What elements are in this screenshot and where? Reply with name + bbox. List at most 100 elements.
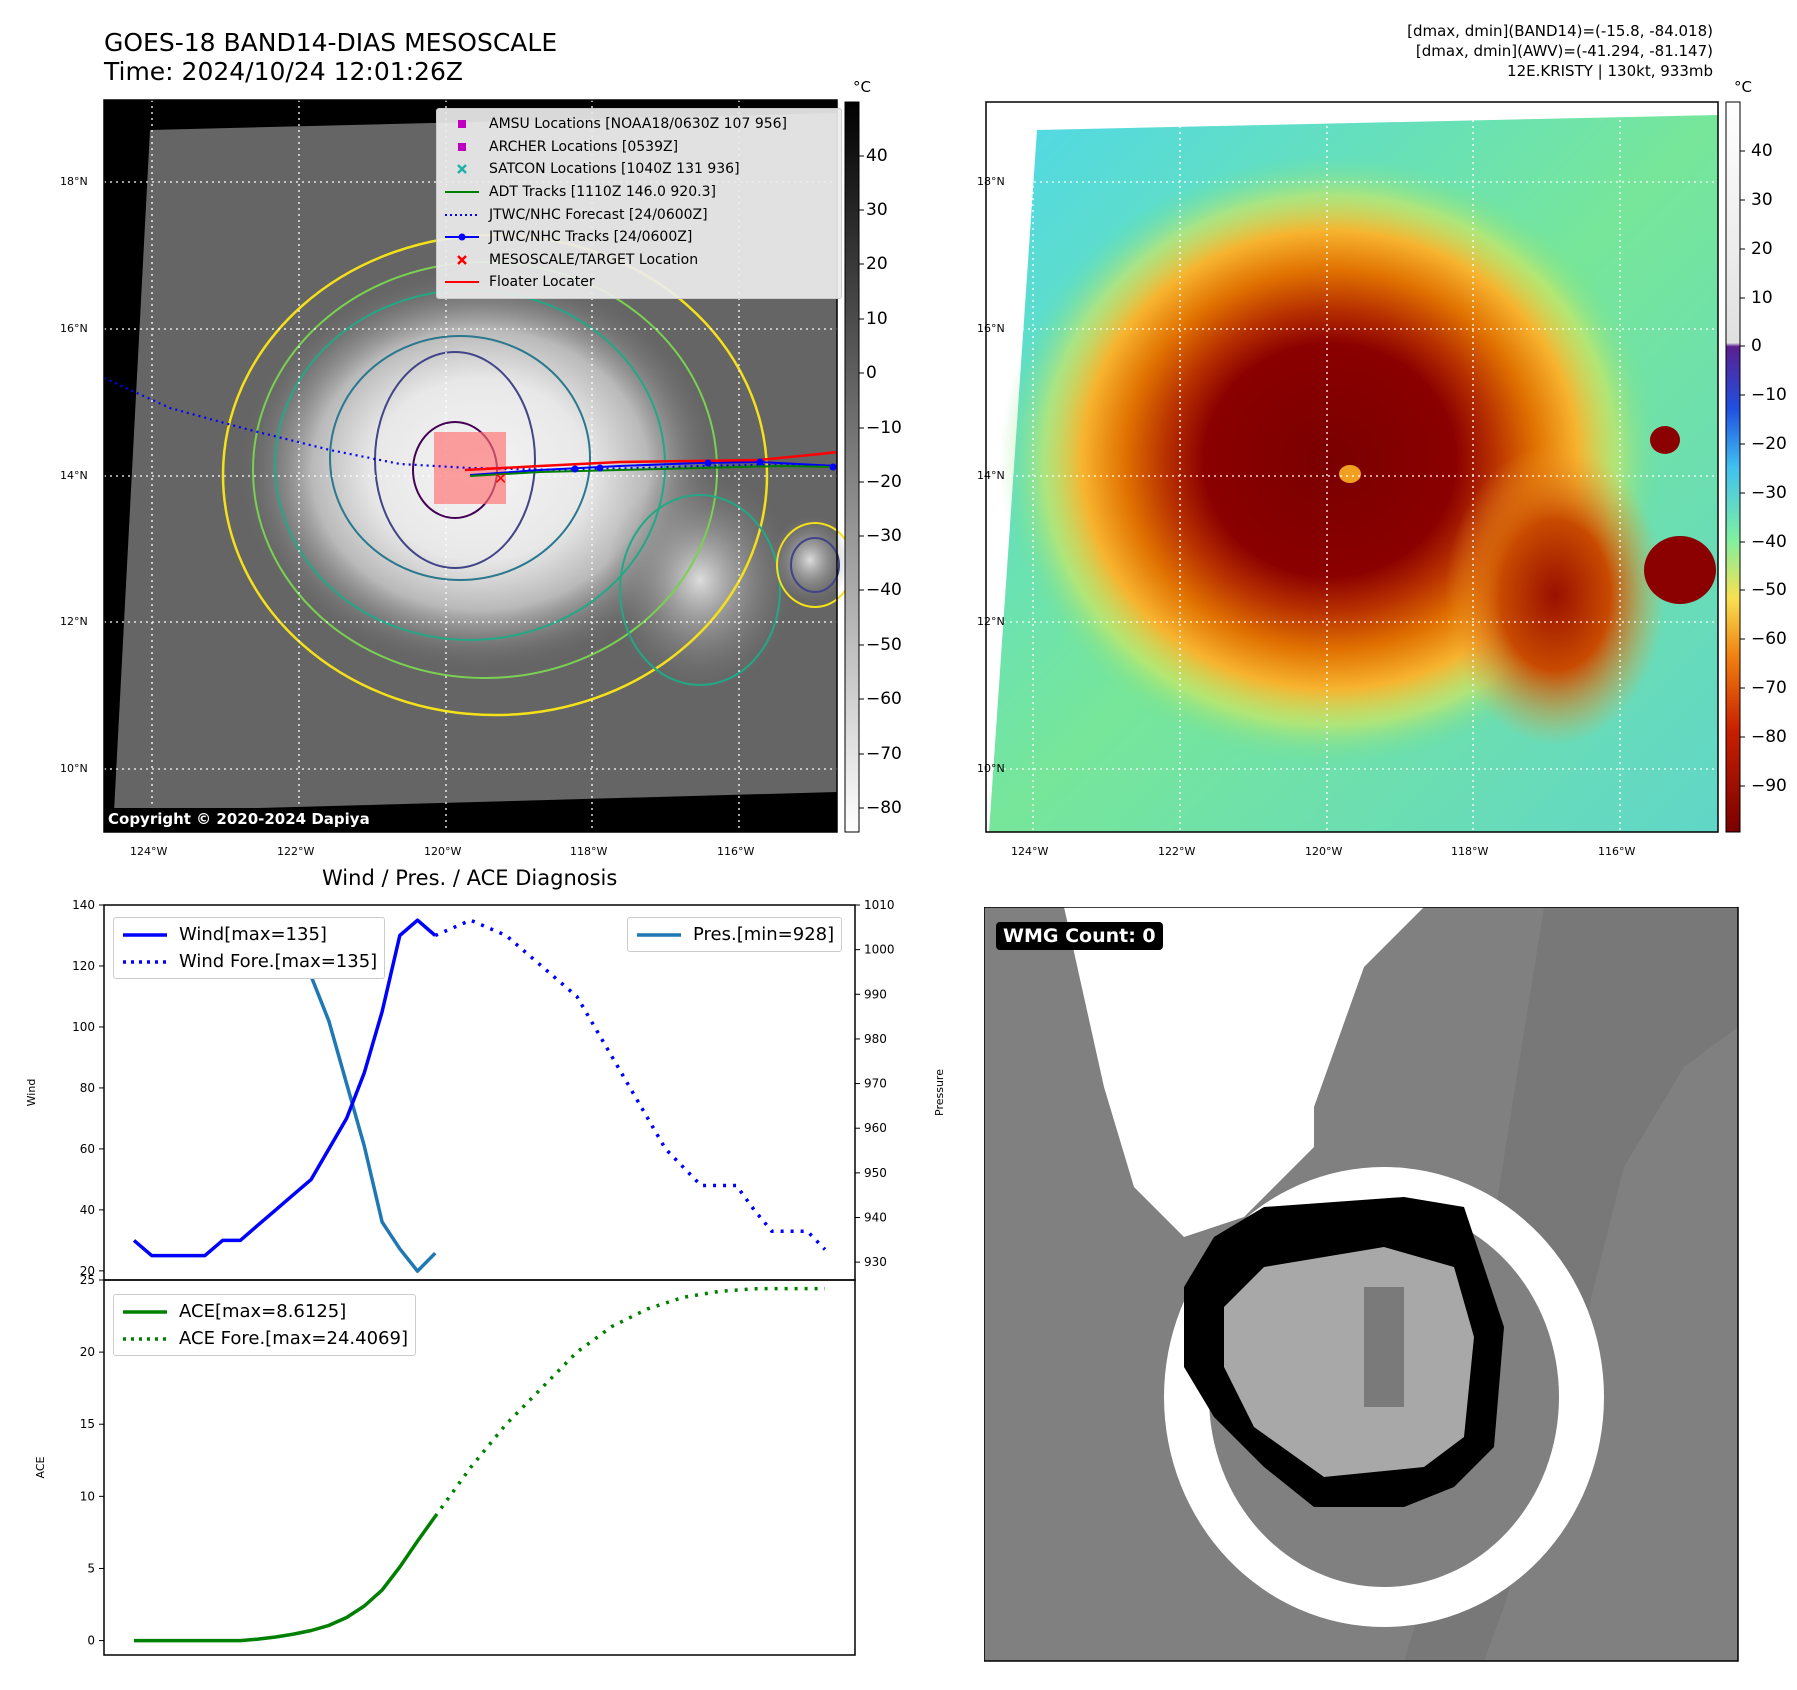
ace-line-icon (123, 1309, 167, 1314)
mesoscale-target-marker: ✕ (494, 469, 507, 488)
mesoscale-marker-icon (457, 254, 467, 265)
ir-colorbar-label: 30 (866, 200, 888, 220)
legend-archer-label: ARCHER Locations [0539Z] (489, 138, 679, 155)
ir-map-legend: AMSU Locations [NOAA18/0630Z 107 956] AR… (436, 108, 842, 299)
pressure-axis-tick-label: 970 (864, 1077, 887, 1091)
wind-axis-tick-label: 80 (80, 1081, 95, 1095)
awv-colorbar-label: 40 (1751, 141, 1773, 161)
pressure-legend: Pres.[min=928] (627, 917, 843, 952)
legend-wind-forecast-label: Wind Fore.[max=135] (179, 951, 378, 972)
floater-track (464, 450, 838, 472)
info-band14-range: [dmax, dmin](BAND14)=(-15.8, -84.018) (1407, 22, 1713, 40)
ir-lat-tick: 16°N (60, 322, 88, 335)
ace-axis-title: ACE (34, 1456, 47, 1478)
legend-archer: ARCHER Locations [0539Z] (445, 136, 833, 159)
wind-axis-title: Wind (25, 1079, 38, 1107)
awv-colorbar-label: 20 (1751, 239, 1773, 259)
legend-jtwc-tracks-label: JTWC/NHC Tracks [24/0600Z] (489, 229, 693, 246)
ir-colorbar-label: −70 (866, 744, 902, 764)
awv-map-panel (985, 101, 1745, 833)
ir-colorbar-label: 0 (866, 363, 877, 383)
ir-colorbar-label: −10 (866, 418, 902, 438)
ir-lat-tick: 12°N (60, 615, 88, 628)
ir-colorbar (844, 101, 860, 833)
wind-forecast-series-line (434, 918, 827, 1251)
awv-lat-tick: 14°N (977, 469, 1005, 482)
awv-colorbar-label: 30 (1751, 190, 1773, 210)
jtwc-track (469, 460, 838, 476)
legend-jtwc-forecast: JTWC/NHC Forecast [24/0600Z] (445, 203, 833, 226)
awv-colorbar-label: 10 (1751, 288, 1773, 308)
ace-axis-tick-label: 20 (80, 1345, 95, 1359)
ir-colorbar-label: −40 (866, 580, 902, 600)
ir-colorbar-label: 20 (866, 254, 888, 274)
ir-colorbar-label: −20 (866, 472, 902, 492)
legend-amsu: AMSU Locations [NOAA18/0630Z 107 956] (445, 113, 833, 136)
ir-lat-tick: 18°N (60, 175, 88, 188)
legend-ace-forecast-label: ACE Fore.[max=24.4069] (179, 1328, 408, 1349)
ir-cloud-cell (770, 515, 850, 605)
ir-map-border (103, 99, 838, 833)
awv-colorbar-ticks (1740, 150, 1745, 787)
wind-forecast-line-icon (123, 959, 167, 964)
ir-colorbar-label: −80 (866, 798, 902, 818)
wmg-border (984, 907, 1739, 1662)
awv-colorbar-label: 0 (1751, 336, 1762, 356)
pressure-axis-tick-label: 930 (864, 1255, 887, 1269)
archer-marker-icon (458, 142, 466, 151)
ace-axis-tick-label: 25 (80, 1273, 95, 1287)
awv-convective-cell (1644, 536, 1716, 604)
ir-lat-tick: 10°N (60, 762, 88, 775)
awv-colorbar-label: −30 (1751, 483, 1787, 503)
pressure-axis-tick-label: 960 (864, 1121, 887, 1135)
ace-axes-frame (103, 1279, 856, 1656)
awv-colorbar-label: −10 (1751, 385, 1787, 405)
ir-lon-tick: 124°W (130, 845, 168, 858)
pressure-line-icon (637, 932, 681, 937)
legend-satcon-label: SATCON Locations [1040Z 131 936] (489, 161, 740, 178)
wmg-eye-core (1364, 1287, 1404, 1407)
awv-colorbar-label: −60 (1751, 629, 1787, 649)
awv-gridlines (986, 102, 1718, 832)
ace-legend: ACE[max=8.6125] ACE Fore.[max=24.4069] (113, 1294, 416, 1356)
wmg-white-band-upper (1064, 907, 1424, 1237)
pressure-axis-title: Pressure (933, 1069, 946, 1116)
wmg-count-label: WMG Count: 0 (996, 922, 1163, 950)
ace-axis-tick-label: 0 (87, 1634, 95, 1648)
ir-contour-cell-core (790, 537, 840, 593)
legend-ace-label: ACE[max=8.6125] (179, 1301, 347, 1322)
ir-colorbar-unit: °C (853, 78, 871, 96)
ir-lon-tick: 118°W (570, 845, 608, 858)
ir-colorbar-label: −50 (866, 635, 902, 655)
ir-lon-tick: 120°W (424, 845, 462, 858)
ir-contour-band (619, 494, 781, 686)
jtwc-track-points (571, 458, 837, 473)
ir-colorbar-ticks (859, 155, 864, 809)
legend-wind-label: Wind[max=135] (179, 924, 327, 945)
ir-lon-tick: 122°W (277, 845, 315, 858)
wind-axis-tick-label: 140 (72, 898, 95, 912)
awv-lon-tick: 120°W (1305, 845, 1343, 858)
ir-colorbar-label: −60 (866, 689, 902, 709)
pressure-axis-tick-label: 950 (864, 1166, 887, 1180)
awv-small-cell (1650, 426, 1680, 454)
ir-contour-blue (329, 335, 591, 581)
diagnosis-charts: 2040608010012014093094095096097098099010… (25, 898, 946, 1656)
legend-floater: Floater Locater (445, 271, 833, 294)
awv-eye (1339, 465, 1361, 483)
wind-axis-tick-label: 60 (80, 1142, 95, 1156)
pressure-axis-tick-label: 1010 (864, 898, 895, 912)
legend-wind-forecast: Wind Fore.[max=135] (121, 948, 377, 975)
adt-track (469, 464, 838, 477)
info-storm: 12E.KRISTY | 130kt, 933mb (1507, 62, 1713, 80)
info-awv-range: [dmax, dmin](AWV)=(-41.294, -81.147) (1415, 42, 1713, 60)
ace-series-line (134, 1515, 437, 1643)
legend-adt: ADT Tracks [1110Z 146.0 920.3] (445, 181, 833, 204)
jtwc-forecast-track (103, 376, 838, 472)
awv-rainband (1445, 445, 1665, 745)
ir-colorbar-label: 40 (866, 146, 888, 166)
legend-ace: ACE[max=8.6125] (121, 1298, 408, 1325)
legend-ace-forecast: ACE Fore.[max=24.4069] (121, 1325, 408, 1352)
legend-mesoscale-label: MESOSCALE/TARGET Location (489, 251, 699, 268)
legend-satcon: SATCON Locations [1040Z 131 936] (445, 158, 833, 181)
